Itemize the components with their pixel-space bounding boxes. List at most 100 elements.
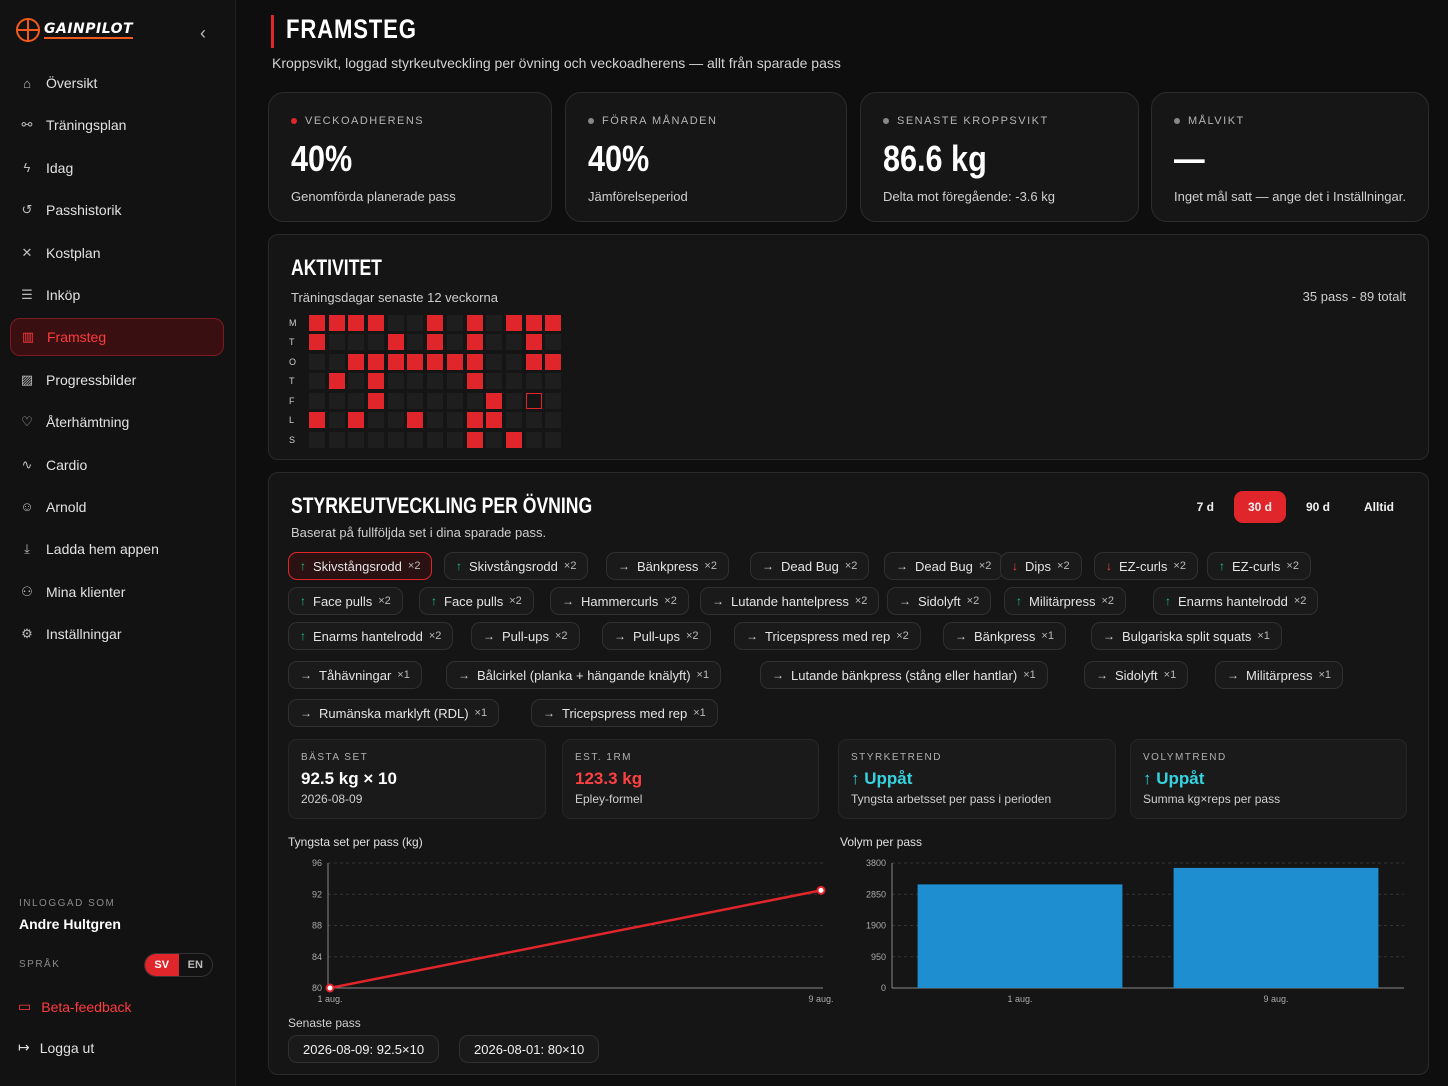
page-subtitle: Kroppsvikt, loggad styrkeutveckling per … bbox=[272, 55, 841, 71]
heatmap-cell bbox=[486, 373, 503, 390]
heatmap-cell bbox=[486, 353, 503, 370]
exercise-chip[interactable]: ↑ Face pulls ×2 bbox=[419, 587, 534, 615]
exercise-chip[interactable]: → Hammercurls ×2 bbox=[550, 587, 689, 615]
exercise-chip[interactable]: → Bulgariska split squats ×1 bbox=[1091, 622, 1282, 650]
exercise-chip[interactable]: → Dead Bug ×2 bbox=[750, 552, 870, 580]
trend-flat-icon: → bbox=[955, 629, 967, 643]
sidebar-item-2[interactable]: ⚯ Träningsplan bbox=[10, 106, 224, 144]
heatmap-cell bbox=[309, 431, 325, 448]
exercise-chip[interactable]: ↓ EZ-curls ×2 bbox=[1094, 552, 1198, 580]
range-button[interactable]: 30 d bbox=[1233, 491, 1286, 523]
sidebar-item-4[interactable]: ↺ Passhistorik bbox=[10, 191, 224, 229]
image-icon: ▨ bbox=[20, 371, 34, 387]
lang-en-button[interactable]: EN bbox=[187, 959, 203, 971]
exercise-chip-label: Rumänska marklyft (RDL) bbox=[319, 705, 469, 721]
bar-chart-bar bbox=[1173, 867, 1379, 988]
history-icon: ↺ bbox=[21, 202, 33, 218]
sidebar-item-9[interactable]: ♡ Återhämtning bbox=[10, 403, 224, 441]
heatmap-cell bbox=[387, 392, 404, 409]
heatmap-cell bbox=[328, 412, 345, 429]
trend-flat-icon: → bbox=[1103, 629, 1115, 643]
stat-label-row: VECKOADHERENS bbox=[291, 115, 529, 127]
sidebar-item-3[interactable]: ϟ Idag bbox=[10, 149, 224, 187]
heatmap-row: F bbox=[289, 391, 565, 411]
bot-icon: ☺ bbox=[20, 499, 34, 515]
sidebar-item-6[interactable]: ☰ Inköp bbox=[10, 276, 224, 314]
exercise-chip[interactable]: ↑ Enarms hantelrodd ×2 bbox=[288, 622, 454, 650]
exercise-chip[interactable]: ↑ Militärpress ×2 bbox=[1004, 587, 1127, 615]
sidebar-item-14[interactable]: ⚙ Inställningar bbox=[10, 615, 224, 653]
exercise-chip[interactable]: ↑ EZ-curls ×2 bbox=[1207, 552, 1311, 580]
exercise-chip[interactable]: → Sidolyft ×2 bbox=[887, 587, 992, 615]
exercise-chip-count: ×2 bbox=[685, 630, 699, 642]
bar-chart-ytick: 1900 bbox=[866, 921, 886, 931]
range-button[interactable]: Alltid bbox=[1364, 500, 1394, 514]
exercise-chip[interactable]: ↑ Skivstångsrodd ×2 bbox=[288, 552, 433, 580]
heatmap-cell bbox=[328, 373, 345, 390]
bar-chart-ytick: 2850 bbox=[866, 889, 886, 899]
chevron-left-icon: ‹ bbox=[200, 23, 206, 43]
exercise-chip-label: EZ-curls bbox=[1119, 558, 1168, 574]
sidebar-item-12[interactable]: ⤓ Ladda hem appen bbox=[10, 530, 224, 568]
logged-in-label: INLOGGAD SOM bbox=[19, 898, 116, 909]
sidebar-item-5[interactable]: ✕ Kostplan bbox=[10, 234, 224, 272]
collapse-sidebar-button[interactable]: ‹ bbox=[194, 22, 212, 44]
heatmap-cell bbox=[309, 353, 325, 370]
exercise-chip[interactable]: ↑ Face pulls ×2 bbox=[288, 587, 403, 615]
exercise-chip-count: ×1 bbox=[1041, 630, 1054, 642]
sidebar-item-11[interactable]: ☺ Arnold bbox=[10, 488, 224, 526]
trend-flat-icon: → bbox=[300, 668, 312, 682]
range-button[interactable]: 90 d bbox=[1305, 500, 1330, 514]
exercise-chip[interactable]: → Pull-ups ×2 bbox=[471, 622, 580, 650]
line-chart-ytick: 88 bbox=[312, 921, 322, 931]
exercise-chip[interactable]: → Bänkpress ×1 bbox=[943, 622, 1066, 650]
sidebar-item-label: Passhistorik bbox=[46, 202, 122, 219]
exercise-chip[interactable]: → Rumänska marklyft (RDL) ×1 bbox=[288, 699, 500, 727]
logo-text: GAINPILOT bbox=[44, 21, 134, 39]
trend-flat-icon: → bbox=[762, 559, 774, 573]
logout-button[interactable]: ↦ Logga ut bbox=[18, 1039, 94, 1056]
exercise-chip[interactable]: ↑ Enarms hantelrodd ×2 bbox=[1153, 587, 1319, 615]
heatmap-cell bbox=[427, 334, 444, 351]
heatmap-cell bbox=[387, 431, 404, 448]
heatmap-cell bbox=[368, 314, 385, 331]
heatmap-row: T bbox=[289, 372, 565, 392]
trend-flat-icon: → bbox=[1096, 668, 1108, 682]
heatmap-cell bbox=[348, 431, 365, 448]
exercise-chip[interactable]: → Tricepspress med rep ×1 bbox=[531, 699, 718, 727]
exercise-chip[interactable]: → Sidolyft ×1 bbox=[1084, 661, 1189, 689]
metric-value: ↑ Uppåt bbox=[851, 769, 913, 788]
exercise-chip[interactable]: → Dead Bug ×2 bbox=[884, 552, 1004, 580]
list-icon: ☰ bbox=[21, 286, 33, 302]
sidebar-item-7[interactable]: ▥ Framsteg bbox=[10, 318, 224, 357]
metric-description: 2026-08-09 bbox=[301, 792, 363, 806]
exercise-chip[interactable]: → Militärpress ×1 bbox=[1215, 661, 1344, 689]
sidebar-item-13[interactable]: ⚇ Mina klienter bbox=[10, 573, 224, 611]
exercise-chip[interactable]: → Pull-ups ×2 bbox=[602, 622, 711, 650]
exercise-chip[interactable]: → Bänkpress ×2 bbox=[606, 552, 729, 580]
logo[interactable]: GAINPILOT bbox=[16, 18, 134, 42]
exercise-chip-label: Bålcirkel (planka + hängande knälyft) bbox=[477, 667, 691, 683]
exercise-chip[interactable]: ↑ Skivstångsrodd ×2 bbox=[444, 552, 589, 580]
heatmap-cell bbox=[348, 353, 365, 370]
sidebar-item-1[interactable]: ⌂ Översikt bbox=[10, 64, 224, 102]
exercise-chip[interactable]: ↓ Dips ×2 bbox=[1000, 552, 1082, 580]
language-label: SPRÅK bbox=[19, 959, 61, 970]
exercise-chip[interactable]: → Lutande hantelpress ×2 bbox=[700, 587, 880, 615]
exercise-chip-label: Tricepspress med rep bbox=[562, 705, 688, 721]
sidebar-item-8[interactable]: ▨ Progressbilder bbox=[10, 361, 224, 399]
heatmap-day-label: T bbox=[289, 376, 295, 387]
stat-description: Genomförda planerade pass bbox=[291, 189, 456, 204]
heatmap-cell bbox=[446, 412, 463, 429]
heatmap-day-label: T bbox=[289, 337, 295, 348]
exercise-chip[interactable]: → Lutande bänkpress (stång eller hantlar)… bbox=[760, 661, 1048, 689]
lang-sv-button[interactable]: SV bbox=[145, 954, 179, 976]
exercise-chip[interactable]: → Tåhävningar ×1 bbox=[288, 661, 422, 689]
exercise-chip[interactable]: → Tricepspress med rep ×2 bbox=[734, 622, 921, 650]
range-button[interactable]: 7 d bbox=[1196, 500, 1214, 514]
trend-flat-icon: → bbox=[483, 629, 495, 643]
exercise-chip[interactable]: → Bålcirkel (planka + hängande knälyft) ×1 bbox=[446, 661, 722, 689]
beta-feedback-button[interactable]: ▭ Beta-feedback bbox=[18, 998, 132, 1015]
heatmap-cell bbox=[525, 314, 542, 331]
sidebar-item-10[interactable]: ∿ Cardio bbox=[10, 446, 224, 484]
